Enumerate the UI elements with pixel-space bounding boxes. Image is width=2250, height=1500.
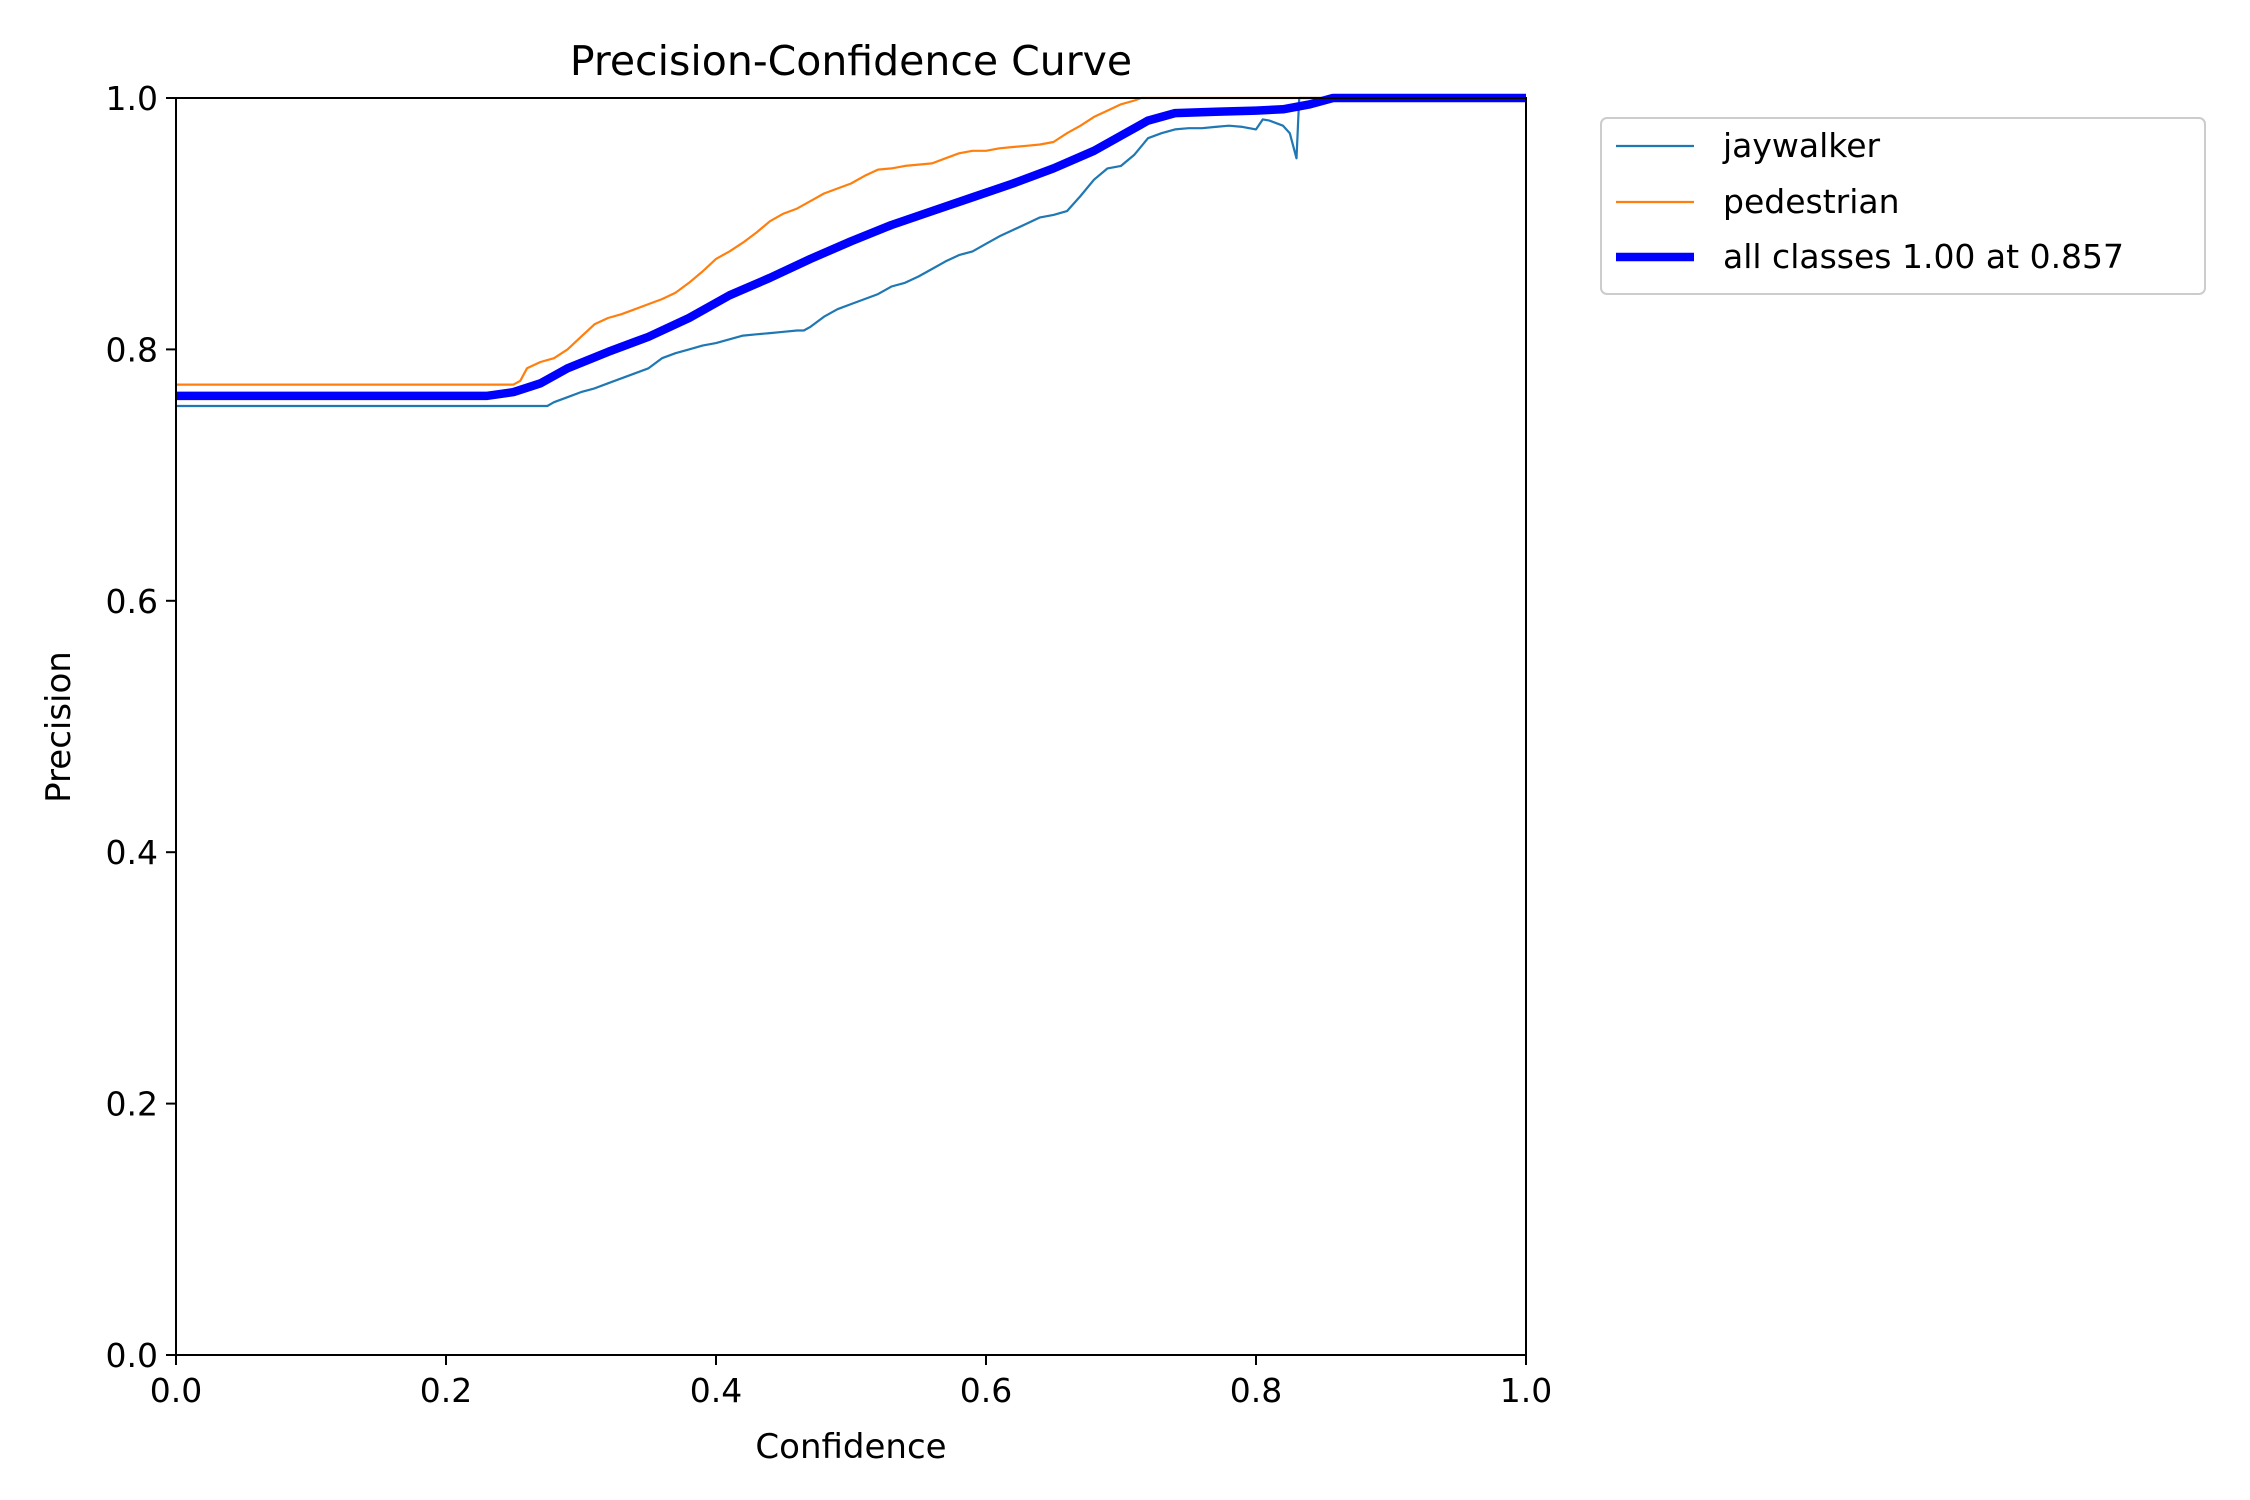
series-line-pedestrian — [176, 96, 1526, 386]
x-axis-label: Confidence — [755, 1427, 946, 1467]
plot-lines — [176, 93, 1526, 408]
plot-frame — [175, 97, 1527, 1356]
series-line-jaywalker — [176, 96, 1526, 408]
x-axis-ticks: 0.0 0.2 0.4 0.6 0.8 1.0 — [150, 1355, 1552, 1410]
y-tick-label: 0.0 — [106, 1336, 158, 1375]
x-tick-label: 0.8 — [1230, 1371, 1282, 1410]
legend-label-all-classes: all classes 1.00 at 0.857 — [1723, 237, 2124, 276]
chart-title: Precision-Confidence Curve — [570, 37, 1132, 85]
x-tick-label: 1.0 — [1500, 1371, 1552, 1410]
x-tick-label: 0.0 — [150, 1371, 202, 1410]
x-tick-label: 0.6 — [960, 1371, 1012, 1410]
y-tick-label: 0.4 — [106, 833, 158, 872]
y-tick-label: 1.0 — [106, 79, 158, 118]
series-line-all-classes — [176, 93, 1526, 401]
y-tick-label: 0.8 — [106, 330, 158, 369]
legend-label-pedestrian: pedestrian — [1723, 182, 1900, 221]
legend-box — [1600, 117, 2206, 295]
legend: jaywalker pedestrian all classes 1.00 at… — [1600, 117, 2206, 295]
y-tick-label: 0.2 — [106, 1085, 158, 1124]
x-tick-label: 0.4 — [690, 1371, 742, 1410]
y-axis-label: Precision — [39, 651, 79, 803]
y-axis-ticks: 0.0 0.2 0.4 0.6 0.8 1.0 — [106, 79, 176, 1375]
legend-label-jaywalker: jaywalker — [1722, 126, 1881, 165]
y-tick-label: 0.6 — [106, 582, 158, 621]
x-tick-label: 0.2 — [420, 1371, 472, 1410]
